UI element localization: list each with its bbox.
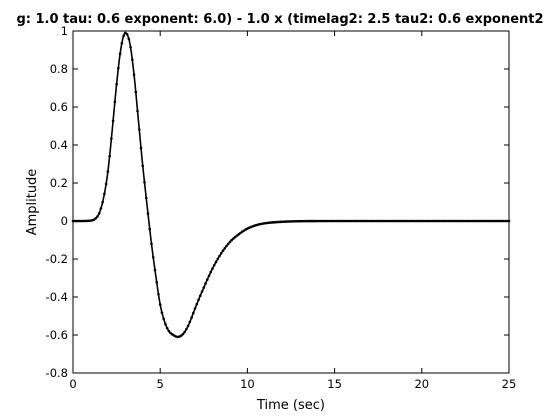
data-point [190, 316, 193, 319]
plot-area [72, 30, 510, 374]
data-point [151, 256, 155, 259]
data-point [129, 45, 132, 49]
data-point [143, 181, 146, 184]
data-point [192, 311, 195, 315]
x-tick-label: 10 [240, 377, 255, 391]
data-point [199, 294, 202, 297]
x-axis-ticks: 0 5 10 15 20 25 [69, 31, 516, 391]
data-point [120, 41, 124, 45]
data-point [150, 242, 153, 246]
y-tick-label: 0.2 [50, 176, 68, 190]
data-point [195, 302, 199, 306]
data-point [214, 260, 218, 264]
data-point [127, 37, 131, 41]
data-point [99, 207, 103, 210]
x-axis-label: Time (sec) [256, 398, 325, 413]
data-point [219, 252, 223, 255]
data-point [158, 303, 162, 306]
x-tick-label: 25 [502, 377, 517, 391]
data-point [125, 32, 129, 36]
data-point [136, 109, 139, 113]
data-point [148, 227, 152, 231]
data-point [132, 73, 136, 76]
x-tick-label: 20 [414, 377, 429, 391]
data-point [188, 320, 192, 324]
data-point [146, 212, 150, 215]
data-point [212, 263, 216, 267]
data-point [185, 328, 188, 331]
y-tick-label: 0 [61, 214, 68, 228]
data-point [101, 200, 104, 204]
data-point [144, 196, 148, 200]
data-point [230, 238, 233, 242]
x-tick-label: 15 [327, 377, 342, 391]
data-point [160, 311, 164, 314]
y-tick-label: -0.8 [46, 366, 68, 380]
data-point [110, 137, 113, 140]
data-point [155, 280, 159, 284]
data-point [139, 146, 143, 150]
data-point [218, 254, 221, 258]
y-tick-label: -0.4 [46, 290, 68, 304]
data-point [96, 215, 99, 218]
amplitude-series-markers [71, 31, 511, 339]
data-point [216, 257, 220, 261]
data-point [118, 52, 122, 56]
y-tick-label: -0.2 [46, 252, 68, 266]
data-point [113, 100, 117, 104]
y-axis-ticks: -0.8 -0.6 -0.4 -0.2 0 0.2 0.4 0.6 0.8 1 [46, 24, 509, 380]
data-point [157, 292, 160, 296]
data-point [115, 82, 118, 86]
data-point [204, 282, 207, 285]
x-tick-label: 5 [157, 377, 164, 391]
data-point [179, 334, 183, 337]
data-point [186, 324, 190, 328]
data-point [181, 332, 185, 336]
data-point [226, 242, 230, 246]
data-point [165, 326, 169, 330]
data-point [153, 268, 157, 272]
data-point [137, 128, 141, 131]
data-point [202, 286, 206, 289]
y-axis-label: Amplitude [25, 169, 40, 236]
data-point [97, 212, 101, 215]
data-point [117, 66, 120, 70]
data-point [207, 274, 211, 278]
data-point [104, 182, 108, 186]
y-tick-label: 0.6 [50, 100, 68, 114]
data-point [131, 58, 134, 62]
data-point [232, 237, 235, 240]
data-point [197, 298, 200, 302]
data-point [122, 34, 125, 38]
chart-title: g: 1.0 tau: 0.6 exponent: 6.0) - 1.0 x (… [16, 12, 543, 27]
data-point [193, 307, 197, 310]
data-point [94, 217, 97, 220]
data-point [162, 317, 165, 321]
data-point [103, 192, 106, 196]
y-tick-label: 0.8 [50, 62, 68, 76]
data-point [141, 164, 145, 168]
y-tick-label: -0.6 [46, 328, 68, 342]
data-point [211, 267, 214, 270]
data-point [134, 90, 138, 94]
y-tick-label: 1 [61, 24, 68, 38]
data-point [167, 329, 171, 333]
data-point [228, 240, 232, 244]
data-point [200, 290, 204, 293]
x-tick-label: 0 [69, 377, 76, 391]
y-tick-label: 0.4 [50, 138, 68, 152]
data-point [225, 244, 228, 248]
data-point [106, 170, 110, 173]
data-point [183, 330, 186, 334]
data-point [233, 235, 237, 239]
data-point [108, 154, 111, 158]
data-point [209, 270, 213, 274]
data-point [205, 278, 209, 281]
data-point [507, 219, 511, 223]
data-point [223, 246, 227, 250]
data-point [111, 119, 115, 123]
data-point [221, 249, 225, 253]
data-point [164, 322, 167, 326]
